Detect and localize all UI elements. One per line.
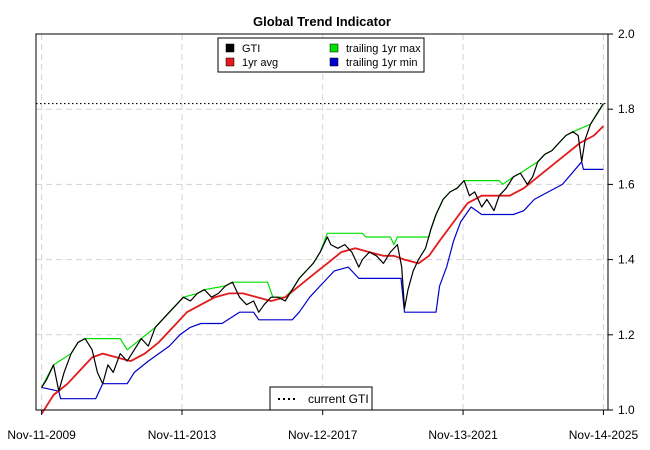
series-line-gti [41,103,604,392]
x-axis: Nov-11-2009 Nov-11-2013 Nov-12-2017 Nov-13-… [7,410,638,442]
series-line-trailing-1yr-min [41,161,604,400]
legend-label-current-gti: current GTI [308,392,369,406]
y-tick-label-5: 2.0 [618,27,635,41]
legend-top: GTI 1yr avg trailing 1yr max trailing 1y… [217,37,425,73]
legend-swatch-gti [225,43,235,53]
plot-area-border [35,33,609,411]
y-tick-label-1: 1.2 [618,328,635,342]
x-tick-label-0: Nov-11-2009 [7,428,76,442]
x-tick-label-1: Nov-11-2013 [148,428,217,442]
series-lines [40,103,605,415]
grid [36,33,608,411]
legend-label-gti: GTI [242,43,260,55]
legend-bottom: current GTI [269,386,373,411]
y-tick-label-3: 1.6 [618,177,635,191]
legend-label-1yr-avg: 1yr avg [242,57,278,69]
y-tick-label-2: 1.4 [618,253,635,267]
legend-swatch-1yr-avg [225,57,235,67]
series-line-1yr-avg [40,125,605,415]
legend-swatch-trailing-min [329,57,339,67]
legend-label-trailing-max: trailing 1yr max [346,43,421,55]
x-tick-label-4: Nov-14-2025 [569,428,639,442]
legend-label-trailing-min: trailing 1yr min [346,57,418,69]
y-tick-label-4: 1.8 [618,102,635,116]
legend-swatch-trailing-max [329,43,339,53]
legend-bottom-box [269,386,373,411]
y-axis: 1.0 1.2 1.4 1.6 1.8 2.0 [608,27,635,417]
legend-top-box [217,37,425,73]
chart-title: Global Trend Indicator [253,14,391,29]
x-tick-label-2: Nov-12-2017 [288,428,358,442]
y-tick-label-0: 1.0 [618,403,635,417]
x-tick-label-3: Nov-13-2021 [428,428,498,442]
